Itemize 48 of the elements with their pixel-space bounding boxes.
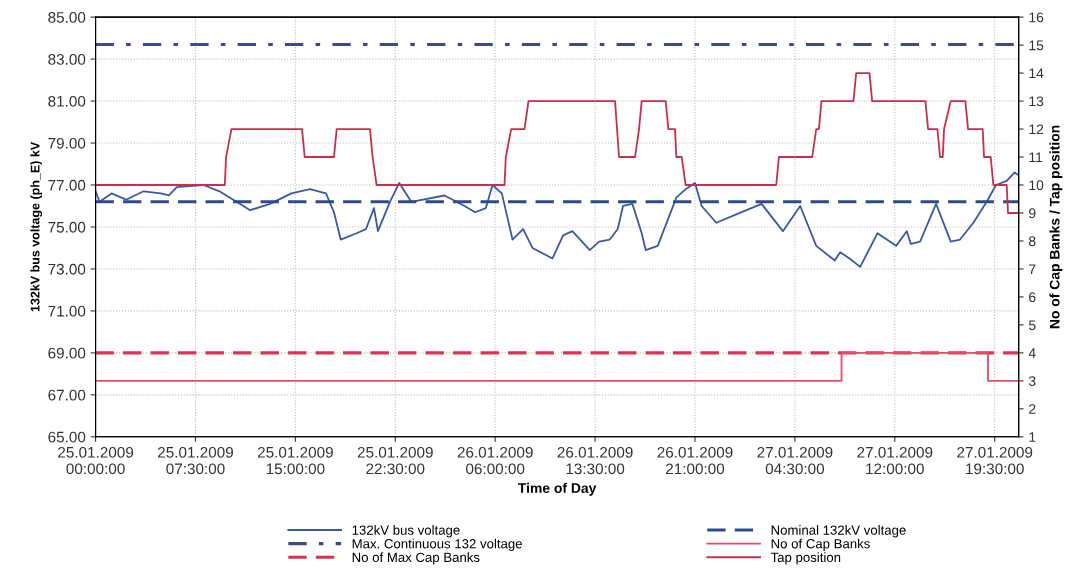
x-tick-label: 25.01.2009 07:30:00 bbox=[158, 446, 233, 475]
y2-tick-label: 1 bbox=[1029, 432, 1036, 442]
y2-tick-label: 7 bbox=[1029, 264, 1036, 274]
y-tick-label: 75.00 bbox=[48, 221, 86, 233]
y2-tick-label: 6 bbox=[1029, 292, 1036, 303]
y2-tick-label: 5 bbox=[1028, 320, 1036, 331]
legend-label: Max. Continuous 132 voltage bbox=[352, 538, 522, 551]
x-tick-label: 27.01.2009 04:30:00 bbox=[757, 446, 833, 475]
legend-label: Tap position bbox=[770, 552, 841, 565]
y-tick-label: 79.00 bbox=[48, 137, 86, 149]
x-tick-label: 26.01.2009 13:30:00 bbox=[557, 446, 633, 475]
y2-tick-label: 15 bbox=[1029, 40, 1044, 51]
y-tick-label: 73.00 bbox=[48, 263, 86, 275]
x-tick-label: 26.01.2009 06:00:00 bbox=[457, 446, 533, 475]
legend-label: No of Cap Banks bbox=[771, 538, 870, 551]
y-tick-label: 77.00 bbox=[48, 179, 86, 191]
y2-tick-label: 10 bbox=[1029, 180, 1044, 191]
y-tick-label: 67.00 bbox=[48, 389, 86, 401]
x-axis-title: Time of Day bbox=[518, 482, 597, 496]
legend-label: No of Max Cap Banks bbox=[352, 552, 480, 565]
x-tick-label: 25.01.2009 00:00:00 bbox=[58, 446, 134, 475]
x-tick-label: 25.01.2009 15:00:00 bbox=[257, 446, 333, 475]
x-tick-label: 27.01.2009 12:00:00 bbox=[857, 446, 933, 475]
legend-label: 132kV bus voltage bbox=[352, 525, 460, 538]
line-series bbox=[95, 72, 1019, 214]
y-axis-title: 132kV bus voltage (ph_E) kV bbox=[30, 141, 43, 312]
legend-label: Nominal 132kV voltage bbox=[771, 525, 906, 538]
y-tick-label: 69.00 bbox=[48, 347, 86, 359]
x-tick-label: 26.01.2009 21:00:00 bbox=[657, 446, 733, 475]
y2-tick-label: 3 bbox=[1028, 376, 1036, 387]
y2-tick-label: 11 bbox=[1029, 152, 1043, 163]
x-tick-label: 25.01.2009 22:30:00 bbox=[357, 446, 433, 475]
y-tick-label: 85.00 bbox=[48, 12, 86, 23]
y2-axis-title: No of Cap Banks / Tap position bbox=[1049, 125, 1063, 329]
y2-tick-label: 16 bbox=[1029, 12, 1044, 23]
y-tick-label: 83.00 bbox=[48, 53, 86, 65]
y2-tick-label: 13 bbox=[1029, 96, 1044, 107]
y2-tick-label: 12 bbox=[1029, 124, 1044, 135]
y2-tick-label: 2 bbox=[1029, 404, 1036, 414]
y2-tick-label: 9 bbox=[1029, 208, 1036, 219]
x-tick-label: 27.01.2009 19:30:00 bbox=[957, 446, 1033, 475]
y-tick-label: 65.00 bbox=[48, 431, 86, 443]
y2-tick-label: 8 bbox=[1028, 236, 1036, 247]
y-tick-label: 81.00 bbox=[48, 95, 86, 107]
y-tick-label: 71.00 bbox=[48, 305, 86, 317]
y2-tick-label: 4 bbox=[1028, 348, 1036, 358]
line-series bbox=[95, 171, 1019, 268]
y2-tick-label: 14 bbox=[1029, 68, 1044, 79]
